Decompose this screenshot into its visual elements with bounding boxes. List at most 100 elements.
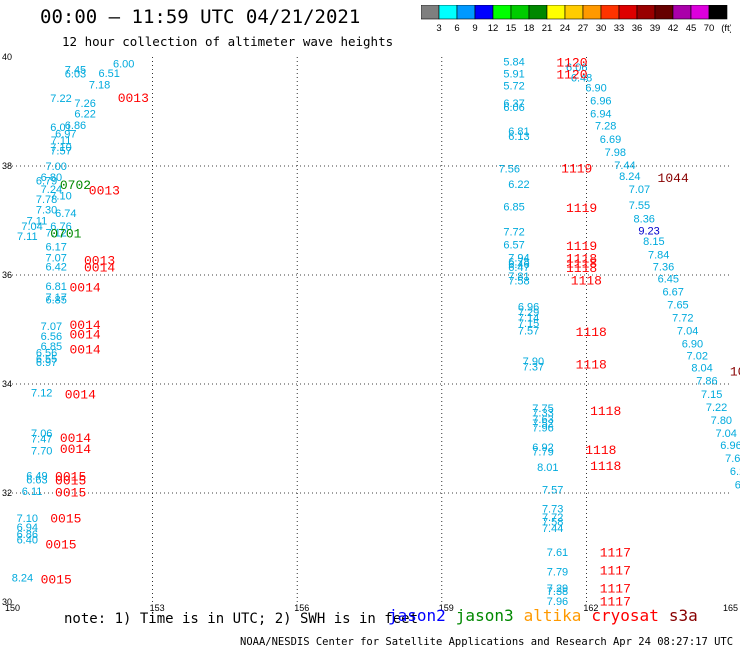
wave-height-label: 6.92 <box>532 442 553 454</box>
wave-height-label: 6.45 <box>658 273 679 285</box>
pass-time-label: 1117 <box>600 594 631 609</box>
satellite-legend: jason2 jason3 altika cryosat s3a <box>388 606 708 625</box>
pass-time-label: 1043 <box>730 364 740 379</box>
pass-time-label: 1118 <box>576 325 607 340</box>
pass-time-label: 0014 <box>70 327 101 342</box>
wave-height-label: 7.28 <box>595 121 616 133</box>
color-scale-label: (ft) <box>721 23 731 34</box>
wave-height-label: 6.47 <box>508 262 529 274</box>
wave-height-label: 7.22 <box>50 93 71 105</box>
wave-height-label: 7.80 <box>711 415 732 427</box>
wave-height-label: 7.63 <box>532 414 553 426</box>
wave-height-label: 6.90 <box>585 83 606 95</box>
wave-height-label: 7.79 <box>532 447 553 459</box>
wave-height-label: 8.24 <box>12 572 33 584</box>
wave-height-label: 7.44 <box>542 523 563 535</box>
wave-height-label: 7.58 <box>542 516 563 528</box>
wave-height-label: 6.94 <box>17 522 38 534</box>
wave-height-label: 6.22 <box>508 179 529 191</box>
x-tick-label: 165 <box>723 603 738 613</box>
pass-time-label: 0014 <box>84 260 115 275</box>
wave-height-label: 7.26 <box>74 98 95 110</box>
color-scale-label: 36 <box>632 23 643 34</box>
color-scale-label: 18 <box>524 23 535 34</box>
wave-height-label: 6.06 <box>503 102 524 114</box>
pass-time-label: 1120 <box>556 55 587 70</box>
pass-time-label: 1117 <box>600 545 631 560</box>
wave-height-label: 7.70 <box>31 445 52 457</box>
pass-time-label: 0015 <box>55 470 86 485</box>
pass-time-label: 1120 <box>556 67 587 82</box>
wave-height-label: 6.90 <box>682 339 703 351</box>
legend-cryosat: cryosat <box>591 606 659 625</box>
wave-height-label: 6.48 <box>571 73 592 85</box>
pass-time-label: 0014 <box>60 442 91 457</box>
wave-height-label: 7.57 <box>518 326 539 338</box>
pass-time-label: 0015 <box>45 538 76 553</box>
wave-height-label: 7.11 <box>27 216 48 228</box>
wave-height-label: 6.13 <box>508 131 529 143</box>
pass-time-label: 1118 <box>566 256 597 271</box>
pass-time-label: 1118 <box>590 459 621 474</box>
wave-height-label: 7.07 <box>45 253 66 265</box>
wave-height-label: 6.00 <box>113 59 134 71</box>
wave-height-label: 8.24 <box>619 171 640 183</box>
x-tick-label: 162 <box>583 603 598 613</box>
pass-time-label: 1118 <box>566 261 597 276</box>
wave-height-label: 7.10 <box>17 513 38 525</box>
wave-height-label: 7.58 <box>508 275 529 287</box>
wave-height-label: 7.06 <box>31 428 52 440</box>
x-tick-label: 150 <box>5 603 20 613</box>
wave-height-label: 7.96 <box>532 423 553 435</box>
wave-height-label: 6.96 <box>518 302 539 314</box>
y-tick-label: 30 <box>2 597 12 607</box>
wave-height-label: 7.72 <box>503 226 524 238</box>
wave-height-label: 7.81 <box>508 271 529 283</box>
color-swatch <box>708 5 728 20</box>
wave-height-label: 6.46 <box>508 259 529 271</box>
wave-height-label: 7.14 <box>518 313 539 325</box>
pass-time-label: 0015 <box>55 473 86 488</box>
wave-height-label: 6.76 <box>50 221 71 233</box>
wave-height-label: 5.84 <box>503 56 524 68</box>
wave-height-label: 7.38 <box>547 586 568 598</box>
pass-time-label: 0701 <box>50 226 81 241</box>
wave-height-label: 8.36 <box>634 213 655 225</box>
wave-height-label: 7.75 <box>532 403 553 415</box>
wave-height-label: 5.91 <box>503 68 524 80</box>
credit-line: NOAA/NESDIS Center for Satellite Applica… <box>240 636 740 648</box>
pass-time-label: 1117 <box>600 563 631 578</box>
y-tick-label: 40 <box>2 52 12 62</box>
wave-height-label: 7.57 <box>542 485 563 497</box>
wave-height-label: 7.29 <box>547 583 568 595</box>
pass-time-label: 0015 <box>50 512 81 527</box>
wave-height-label: 6.03 <box>65 68 86 80</box>
wave-height-label: 6.90 <box>735 479 740 491</box>
wave-height-label: 7.65 <box>667 299 688 311</box>
wave-height-label: 7.04 <box>21 221 42 233</box>
y-tick-label: 36 <box>2 270 12 280</box>
footnote: note: 1) Time is in UTC; 2) SWH is in fe… <box>64 611 419 627</box>
wave-height-label: 6.63 <box>26 474 47 486</box>
wave-height-label: 7.84 <box>648 249 669 261</box>
wave-height-label: 7.37 <box>523 362 544 374</box>
wave-height-label: 6.86 <box>65 120 86 132</box>
pass-time-label: 1118 <box>585 443 616 458</box>
wave-height-label: 7.90 <box>523 356 544 368</box>
color-scale-label: 12 <box>488 23 499 34</box>
color-scale-label: 15 <box>506 23 517 34</box>
wave-height-label: 6.17 <box>45 242 66 254</box>
wave-height-label: 7.04 <box>715 428 736 440</box>
y-tick-label: 34 <box>2 379 12 389</box>
wave-height-label: 6.56 <box>36 347 57 359</box>
pass-time-label: 1118 <box>576 357 607 372</box>
wave-height-label: 6.01 <box>50 122 71 134</box>
wave-height-label: 7.07 <box>41 321 62 333</box>
wave-height-label: 6.96 <box>720 440 740 452</box>
x-tick-label: 156 <box>294 603 309 613</box>
wave-height-label: 6.22 <box>74 109 95 121</box>
wave-height-label: 7.56 <box>499 164 520 176</box>
chart-subtitle: 12 hour collection of altimeter wave hei… <box>62 34 394 49</box>
wave-height-label: 7.15 <box>518 318 539 330</box>
